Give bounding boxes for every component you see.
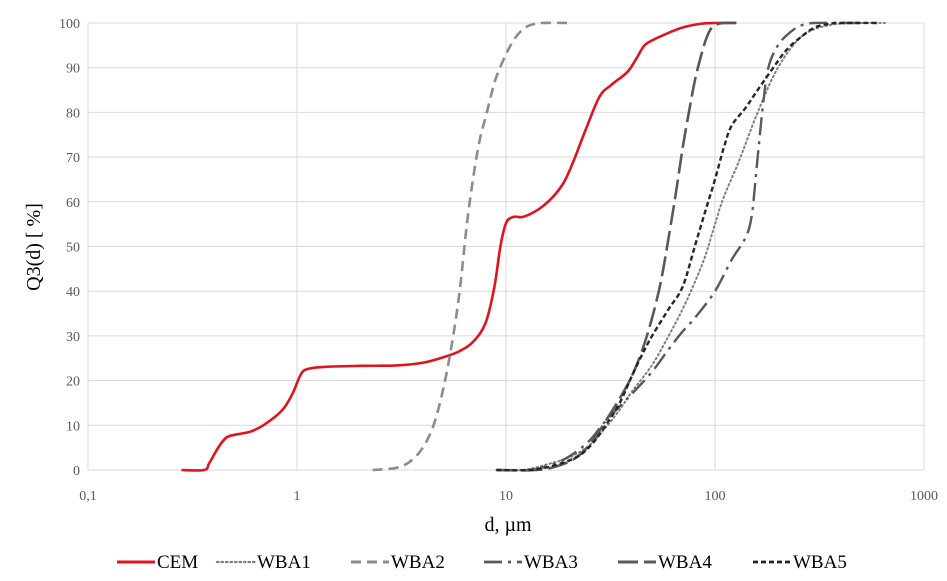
series-line-wba1	[495, 21, 886, 472]
x-tick-label: 100	[705, 489, 726, 504]
y-tick-label: 100	[59, 17, 80, 32]
x-axis-title: d, µm	[484, 514, 532, 536]
series-line-wba2	[372, 21, 569, 472]
series-line-cem	[181, 21, 736, 472]
legend: CEM WBA1 WBA2 WBA3 WBA4 WBA5	[117, 552, 847, 573]
legend-label-wba5: WBA5	[793, 552, 847, 573]
y-axis-title: Q3(d) [ %]	[23, 203, 45, 291]
series-line-wba4	[496, 21, 739, 472]
x-tick-label: 1	[294, 489, 301, 504]
series-lines	[181, 21, 886, 472]
y-tick-label: 50	[66, 241, 80, 256]
grid-lines	[87, 22, 925, 471]
y-tick-label: 30	[66, 330, 80, 345]
series-line-wba5	[496, 21, 878, 472]
legend-label-wba1: WBA1	[257, 552, 311, 573]
x-tick-label: 10	[499, 489, 513, 504]
y-tick-label: 40	[66, 285, 80, 300]
y-tick-label: 80	[66, 106, 80, 121]
x-tick-label: 1000	[910, 489, 938, 504]
y-tick-label: 90	[66, 62, 80, 77]
tick-labels: 0 10 20 30 40 50 60 70 80 90 100 0,1 1 10 100 1000	[59, 17, 938, 504]
legend-label-wba2: WBA2	[391, 552, 445, 573]
x-tick-label: 0,1	[79, 489, 97, 504]
y-tick-label: 10	[66, 419, 80, 434]
y-tick-label: 20	[66, 375, 80, 390]
legend-label-cem: CEM	[157, 552, 198, 573]
y-tick-label: 70	[66, 151, 80, 166]
legend-label-wba3: WBA3	[524, 552, 578, 573]
legend-label-wba4: WBA4	[658, 552, 712, 573]
y-tick-label: 60	[66, 196, 80, 211]
y-tick-label: 0	[73, 464, 80, 479]
